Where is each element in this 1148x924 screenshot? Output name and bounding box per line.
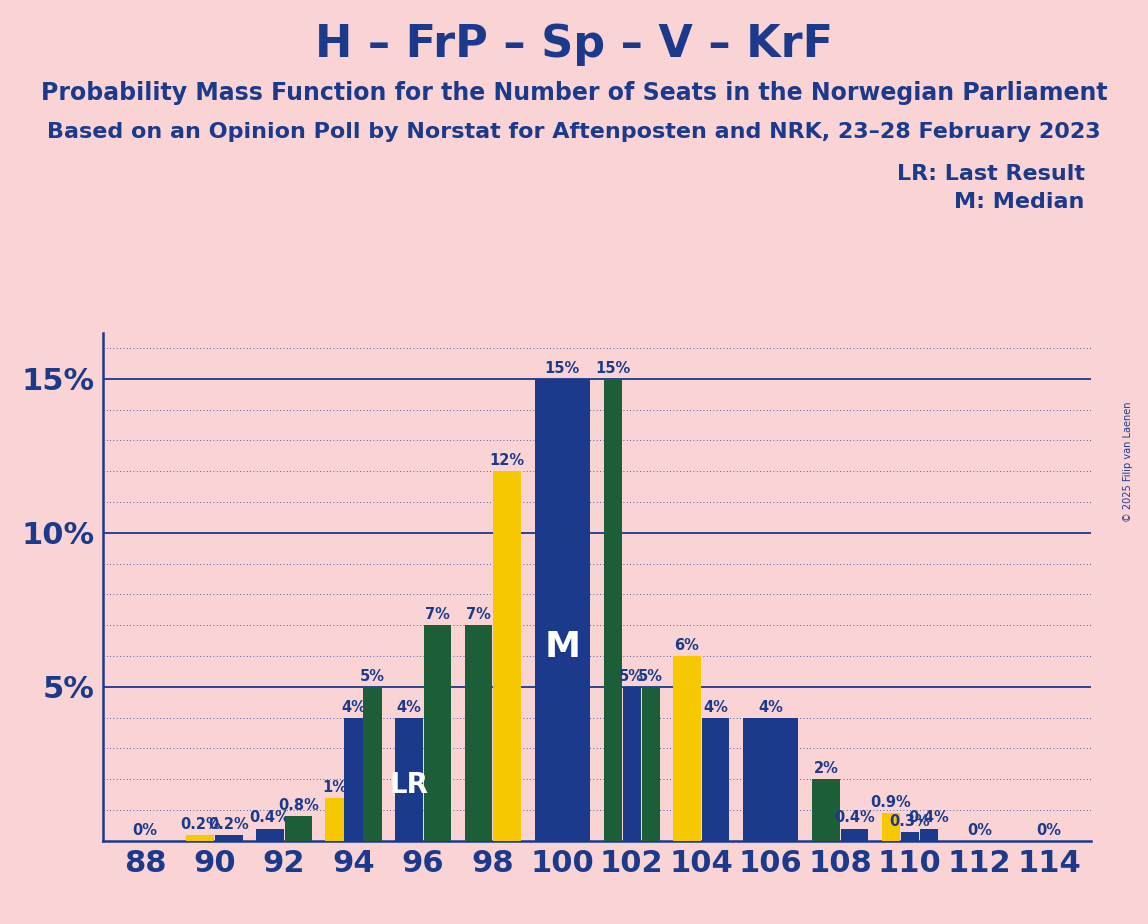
Text: 12%: 12% [489, 453, 525, 468]
Text: 15%: 15% [544, 360, 580, 376]
Bar [622, 687, 641, 841]
Bar [494, 471, 521, 841]
Text: 4%: 4% [396, 699, 421, 714]
Bar [364, 687, 382, 841]
Text: 5%: 5% [619, 669, 644, 684]
Text: LR: LR [389, 772, 428, 799]
Bar [465, 626, 492, 841]
Text: 0.4%: 0.4% [249, 810, 290, 825]
Text: 0%: 0% [132, 822, 157, 838]
Text: 7%: 7% [425, 607, 450, 622]
Text: 4%: 4% [341, 699, 366, 714]
Text: 4%: 4% [759, 699, 783, 714]
Text: LR: Last Result: LR: Last Result [897, 164, 1085, 184]
Text: 0.4%: 0.4% [835, 810, 875, 825]
Bar [325, 797, 344, 841]
Text: Based on an Opinion Poll by Norstat for Aftenposten and NRK, 23–28 February 2023: Based on an Opinion Poll by Norstat for … [47, 122, 1101, 142]
Text: 2%: 2% [814, 761, 838, 776]
Text: 0.2%: 0.2% [180, 817, 220, 832]
Text: 0%: 0% [1037, 822, 1062, 838]
Text: 0.8%: 0.8% [278, 798, 319, 813]
Text: 5%: 5% [638, 669, 664, 684]
Bar [215, 834, 242, 841]
Bar [424, 626, 451, 841]
Bar [285, 816, 312, 841]
Text: 0.2%: 0.2% [209, 817, 249, 832]
Text: M: Median: M: Median [954, 192, 1085, 213]
Text: 0.3%: 0.3% [890, 813, 930, 829]
Text: 5%: 5% [360, 669, 385, 684]
Bar [642, 687, 660, 841]
Bar [743, 718, 798, 841]
Bar [840, 829, 868, 841]
Text: M: M [544, 630, 580, 663]
Text: 1%: 1% [323, 780, 347, 795]
Bar [882, 813, 900, 841]
Bar [344, 718, 363, 841]
Text: 4%: 4% [703, 699, 728, 714]
Bar [395, 718, 422, 841]
Bar [813, 779, 840, 841]
Bar [535, 379, 590, 841]
Text: © 2025 Filip van Laenen: © 2025 Filip van Laenen [1124, 402, 1133, 522]
Bar [701, 718, 729, 841]
Text: 0.4%: 0.4% [908, 810, 949, 825]
Text: 0.9%: 0.9% [870, 795, 912, 810]
Text: Probability Mass Function for the Number of Seats in the Norwegian Parliament: Probability Mass Function for the Number… [40, 81, 1108, 105]
Text: 0%: 0% [967, 822, 992, 838]
Bar [186, 834, 215, 841]
Bar [673, 656, 700, 841]
Text: 6%: 6% [675, 638, 699, 653]
Text: 15%: 15% [595, 360, 630, 376]
Text: 7%: 7% [466, 607, 491, 622]
Bar [920, 829, 938, 841]
Bar [901, 832, 920, 841]
Text: H – FrP – Sp – V – KrF: H – FrP – Sp – V – KrF [315, 23, 833, 67]
Bar [256, 829, 284, 841]
Bar [604, 379, 622, 841]
